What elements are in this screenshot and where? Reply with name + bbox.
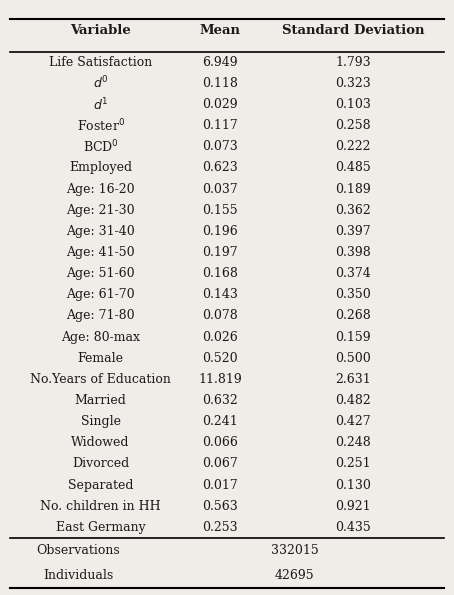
Text: 0.241: 0.241 (202, 415, 238, 428)
Text: Age: 61-70: Age: 61-70 (66, 289, 135, 301)
Text: Age: 16-20: Age: 16-20 (66, 183, 135, 196)
Text: 0.155: 0.155 (202, 203, 238, 217)
Text: 0.563: 0.563 (202, 500, 238, 513)
Text: 0.921: 0.921 (336, 500, 371, 513)
Text: No. children in HH: No. children in HH (40, 500, 161, 513)
Text: Widowed: Widowed (71, 436, 130, 449)
Text: Single: Single (81, 415, 121, 428)
Text: 0.500: 0.500 (336, 352, 371, 365)
Text: BCD$^{0}$: BCD$^{0}$ (83, 139, 118, 155)
Text: 0.196: 0.196 (202, 225, 238, 238)
Text: 0.397: 0.397 (336, 225, 371, 238)
Text: Age: 51-60: Age: 51-60 (66, 267, 135, 280)
Text: 0.253: 0.253 (202, 521, 238, 534)
Text: 0.268: 0.268 (336, 309, 371, 322)
Text: 0.189: 0.189 (336, 183, 371, 196)
Text: 0.037: 0.037 (202, 183, 238, 196)
Text: 0.482: 0.482 (336, 394, 371, 407)
Text: 0.103: 0.103 (336, 98, 371, 111)
Text: Divorced: Divorced (72, 458, 129, 471)
Text: 0.073: 0.073 (202, 140, 238, 154)
Text: 0.130: 0.130 (336, 478, 371, 491)
Text: 0.197: 0.197 (202, 246, 238, 259)
Text: Life Satisfaction: Life Satisfaction (49, 56, 152, 69)
Text: 42695: 42695 (275, 569, 315, 582)
Text: Separated: Separated (68, 478, 133, 491)
Text: Foster$^{0}$: Foster$^{0}$ (77, 117, 125, 134)
Text: 0.362: 0.362 (336, 203, 371, 217)
Text: 0.323: 0.323 (336, 77, 371, 90)
Text: Age: 71-80: Age: 71-80 (66, 309, 135, 322)
Text: 0.374: 0.374 (336, 267, 371, 280)
Text: Age: 41-50: Age: 41-50 (66, 246, 135, 259)
Text: 0.029: 0.029 (202, 98, 238, 111)
Text: 0.159: 0.159 (336, 331, 371, 344)
Text: Individuals: Individuals (43, 569, 113, 582)
Text: 0.623: 0.623 (202, 161, 238, 174)
Text: 0.632: 0.632 (202, 394, 238, 407)
Text: $d^{1}$: $d^{1}$ (93, 96, 109, 113)
Text: 0.258: 0.258 (336, 119, 371, 132)
Text: 0.026: 0.026 (202, 331, 238, 344)
Text: 1.793: 1.793 (336, 56, 371, 69)
Text: 11.819: 11.819 (198, 373, 242, 386)
Text: 0.251: 0.251 (336, 458, 371, 471)
Text: Married: Married (75, 394, 127, 407)
Text: Observations: Observations (36, 544, 120, 557)
Text: 0.485: 0.485 (336, 161, 371, 174)
Text: 0.520: 0.520 (202, 352, 238, 365)
Text: 0.350: 0.350 (336, 289, 371, 301)
Text: 0.248: 0.248 (336, 436, 371, 449)
Text: 6.949: 6.949 (202, 56, 238, 69)
Text: $d^{0}$: $d^{0}$ (93, 75, 109, 92)
Text: Age: 80-max: Age: 80-max (61, 331, 140, 344)
Text: 0.168: 0.168 (202, 267, 238, 280)
Text: No.Years of Education: No.Years of Education (30, 373, 171, 386)
Text: 0.117: 0.117 (202, 119, 238, 132)
Text: 0.143: 0.143 (202, 289, 238, 301)
Text: 0.118: 0.118 (202, 77, 238, 90)
Text: East Germany: East Germany (56, 521, 146, 534)
Text: 0.398: 0.398 (336, 246, 371, 259)
Text: Age: 21-30: Age: 21-30 (66, 203, 135, 217)
Text: 0.427: 0.427 (336, 415, 371, 428)
Text: Mean: Mean (200, 24, 241, 37)
Text: Employed: Employed (69, 161, 132, 174)
Text: 0.067: 0.067 (202, 458, 238, 471)
Text: Female: Female (78, 352, 123, 365)
Text: 0.066: 0.066 (202, 436, 238, 449)
Text: 0.222: 0.222 (336, 140, 371, 154)
Text: 0.078: 0.078 (202, 309, 238, 322)
Text: 0.435: 0.435 (336, 521, 371, 534)
Text: Age: 31-40: Age: 31-40 (66, 225, 135, 238)
Text: 2.631: 2.631 (336, 373, 371, 386)
Text: 332015: 332015 (271, 544, 319, 557)
Text: Variable: Variable (70, 24, 131, 37)
Text: 0.017: 0.017 (202, 478, 238, 491)
Text: Standard Deviation: Standard Deviation (282, 24, 424, 37)
